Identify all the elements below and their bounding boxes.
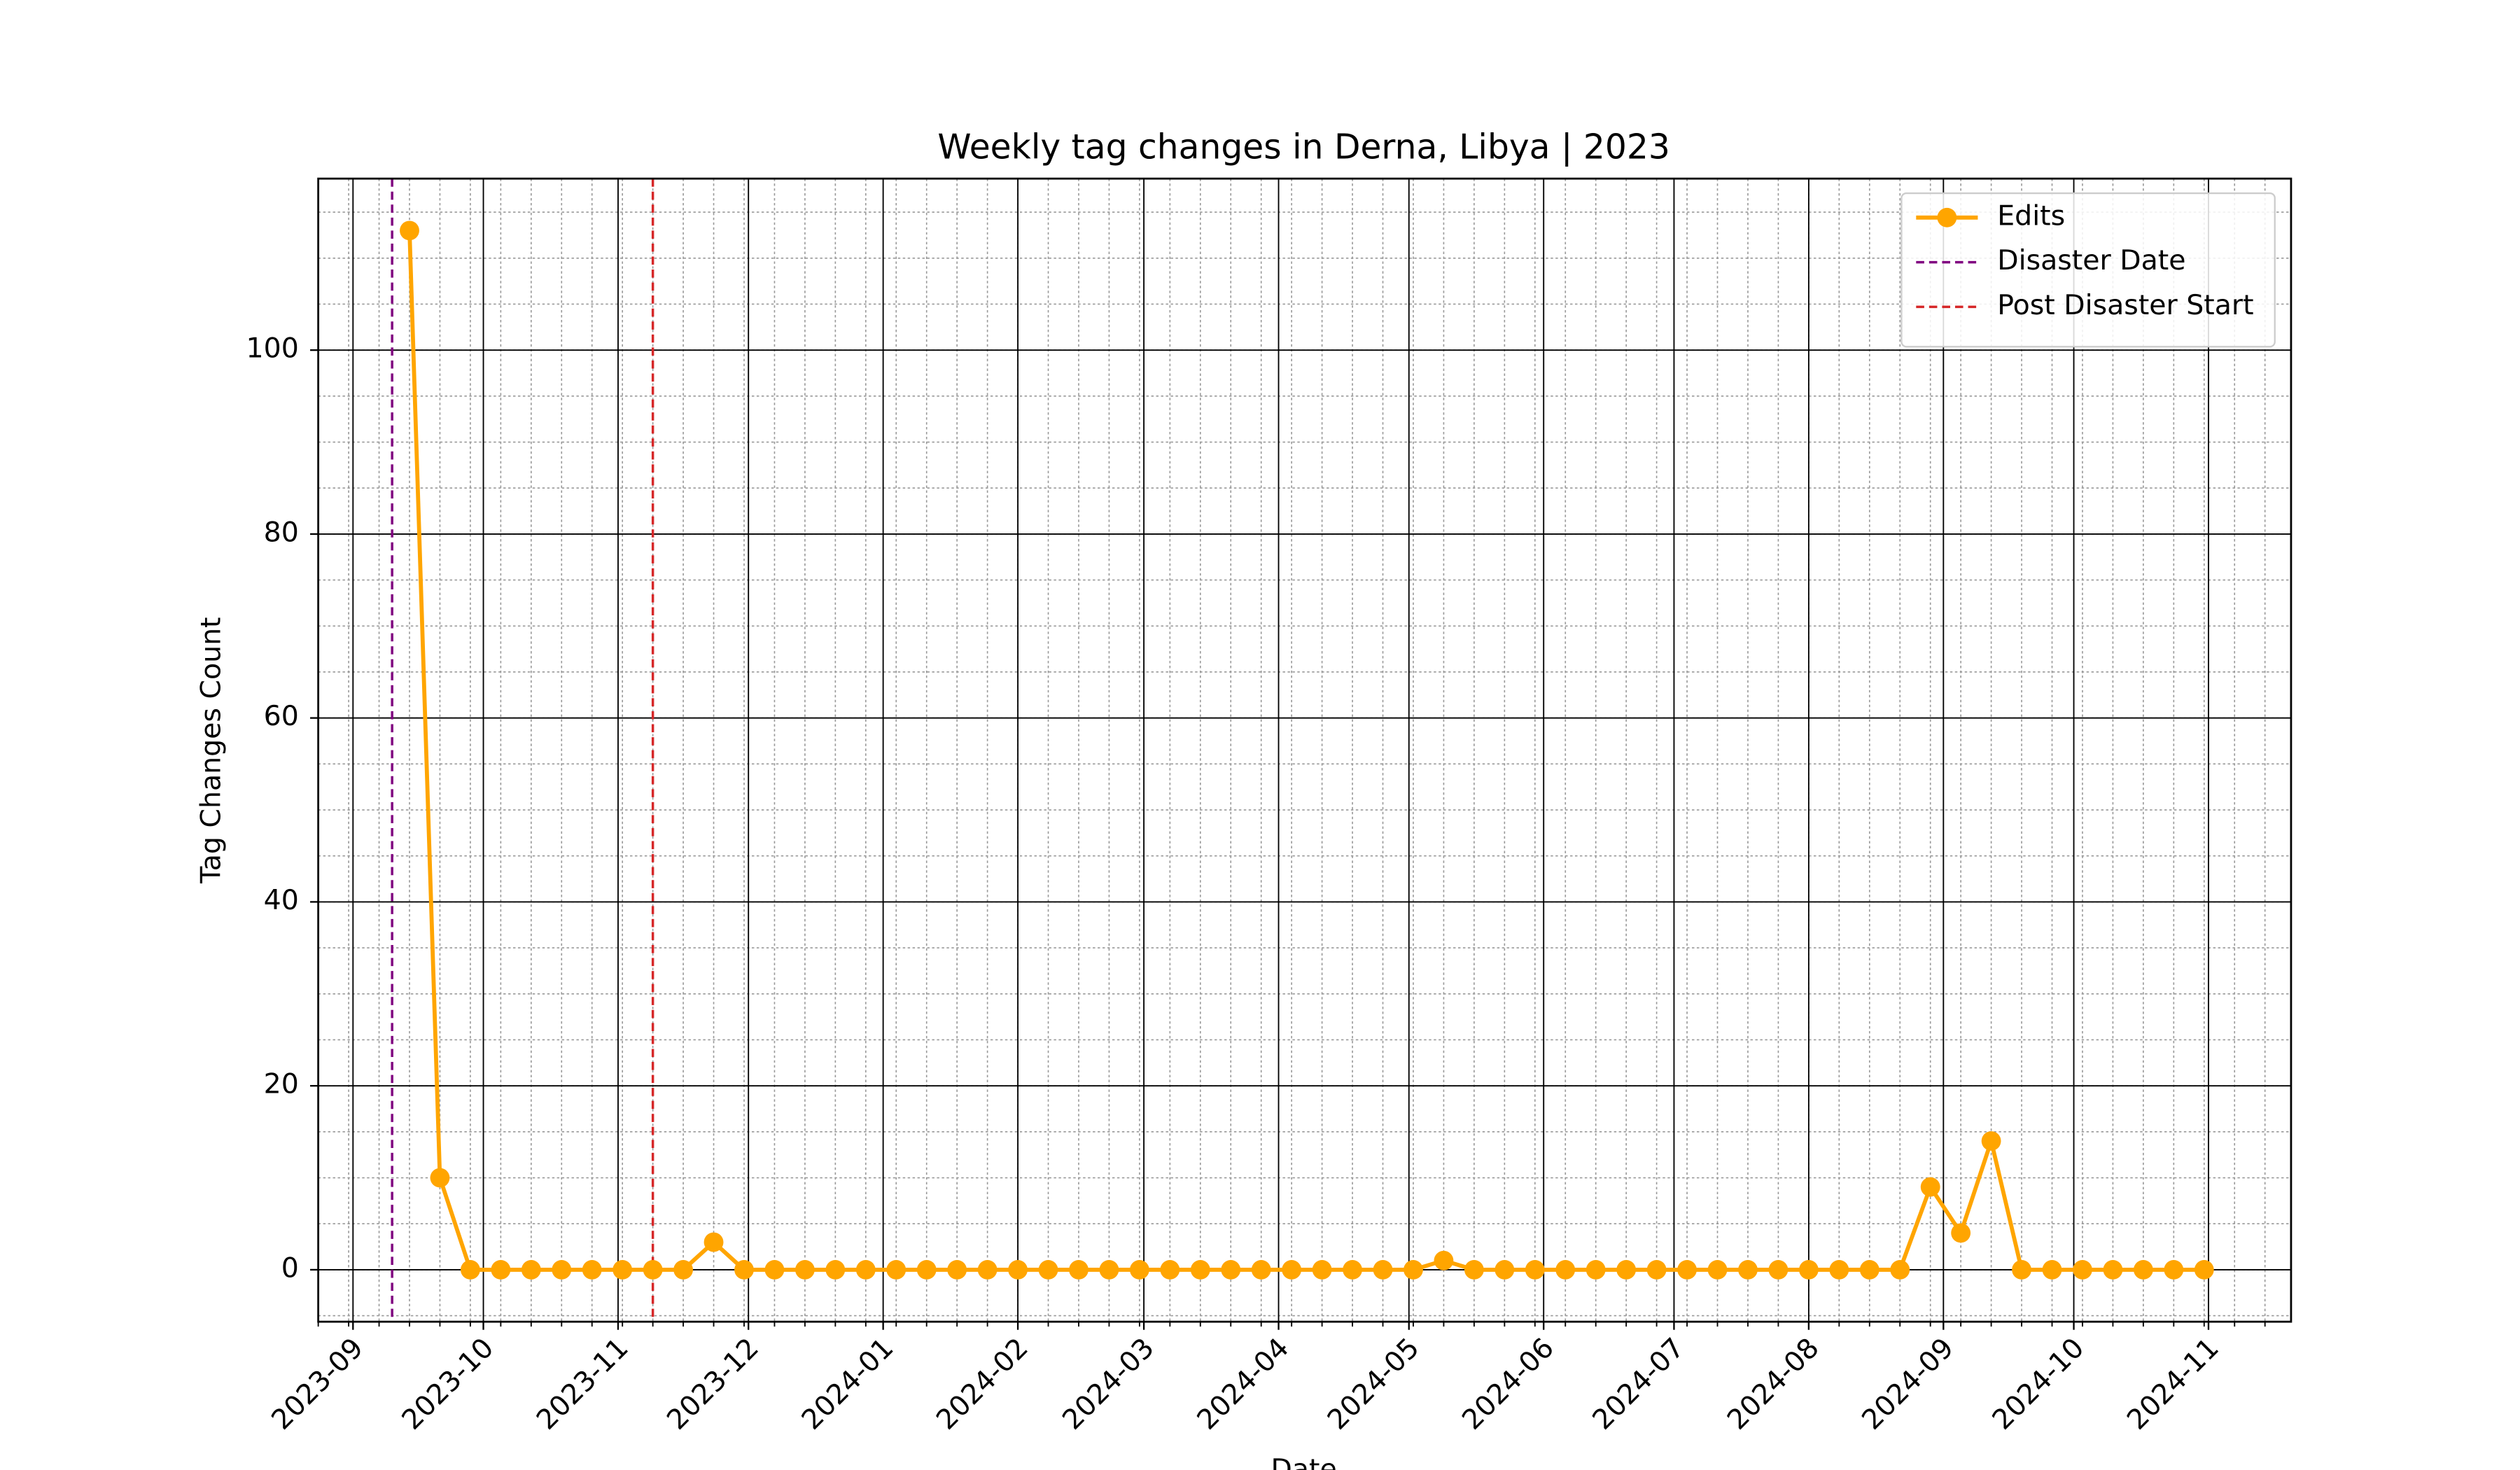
data-point: [1494, 1260, 1515, 1280]
data-point: [400, 220, 419, 241]
data-point: [460, 1260, 480, 1280]
data-point: [1707, 1260, 1728, 1280]
data-point: [1829, 1260, 1849, 1280]
y-tick-label: 80: [264, 516, 299, 548]
data-point: [1160, 1260, 1180, 1280]
data-point: [1798, 1260, 1819, 1280]
data-point: [977, 1260, 997, 1280]
data-point: [1951, 1223, 1971, 1243]
data-point: [2073, 1260, 2092, 1280]
data-point: [1008, 1260, 1028, 1280]
data-point: [521, 1260, 541, 1280]
legend: Edits Disaster Date Post Disaster Start: [1900, 192, 2276, 348]
data-point: [582, 1260, 602, 1280]
y-tick-label: 0: [281, 1252, 299, 1284]
plot-frame: [317, 177, 2292, 1323]
y-tick-label: 40: [264, 884, 299, 916]
data-point: [1282, 1260, 1302, 1280]
data-point: [1859, 1260, 1879, 1280]
data-point: [430, 1168, 450, 1188]
data-point: [552, 1260, 572, 1280]
data-point: [1920, 1177, 1940, 1197]
data-point: [1555, 1260, 1576, 1280]
data-point: [1343, 1260, 1362, 1280]
data-point: [643, 1260, 663, 1280]
data-point: [855, 1260, 876, 1280]
data-point: [794, 1260, 815, 1280]
data-point: [1038, 1260, 1058, 1280]
data-point: [916, 1260, 937, 1280]
data-point: [1221, 1260, 1241, 1280]
x-axis-label: Date: [1271, 1453, 1337, 1470]
data-point: [612, 1260, 633, 1280]
data-point: [673, 1260, 694, 1280]
y-tick-label: 100: [246, 332, 299, 365]
chart-title: Weekly tag changes in Derna, Libya | 202…: [937, 127, 1670, 167]
data-point: [704, 1232, 724, 1252]
data-point: [2133, 1260, 2153, 1280]
data-point: [2194, 1260, 2214, 1280]
data-point: [2164, 1260, 2184, 1280]
data-point: [1404, 1260, 1423, 1280]
legend-box: [1900, 192, 2276, 348]
data-point: [886, 1260, 906, 1280]
y-tick-label: 60: [264, 700, 299, 732]
data-point: [2103, 1260, 2123, 1280]
data-point: [1129, 1260, 1149, 1280]
data-point: [2042, 1260, 2062, 1280]
data-point: [764, 1260, 785, 1280]
data-point: [825, 1260, 846, 1280]
data-point: [1890, 1260, 1910, 1280]
data-point: [1373, 1260, 1393, 1280]
data-point: [947, 1260, 967, 1280]
y-axis-label: Tag Changes Count: [195, 617, 227, 883]
data-point: [1738, 1260, 1758, 1280]
data-point: [1981, 1131, 2001, 1151]
legend-label: Edits: [1997, 200, 2065, 232]
data-point: [2012, 1260, 2031, 1280]
data-point: [1190, 1260, 1210, 1280]
legend-label: Disaster Date: [1997, 244, 2185, 276]
data-point: [491, 1260, 511, 1280]
data-point: [1251, 1260, 1271, 1280]
y-tick-label: 20: [264, 1068, 299, 1100]
data-point: [1464, 1260, 1484, 1280]
data-point: [1069, 1260, 1088, 1280]
data-point: [1646, 1260, 1667, 1280]
data-point: [1099, 1260, 1119, 1280]
data-point: [1586, 1260, 1606, 1280]
data-point: [1434, 1250, 1454, 1270]
data-point: [1768, 1260, 1788, 1280]
legend-marker: [1937, 207, 1957, 227]
data-point: [1616, 1260, 1637, 1280]
data-point: [1312, 1260, 1332, 1280]
legend-label: Post Disaster Start: [1997, 289, 2253, 321]
data-point: [1525, 1260, 1545, 1280]
data-point: [734, 1260, 754, 1280]
data-point: [1677, 1260, 1697, 1280]
